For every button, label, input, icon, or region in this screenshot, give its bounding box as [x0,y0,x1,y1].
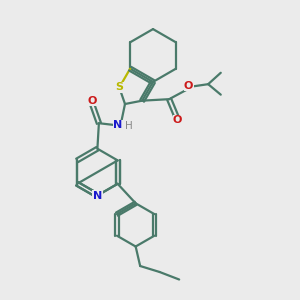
Text: N: N [93,190,102,200]
Text: O: O [88,96,97,106]
Text: H: H [125,121,133,131]
Text: O: O [184,81,194,91]
Text: O: O [173,115,182,125]
Text: S: S [115,82,123,92]
Text: N: N [113,120,123,130]
